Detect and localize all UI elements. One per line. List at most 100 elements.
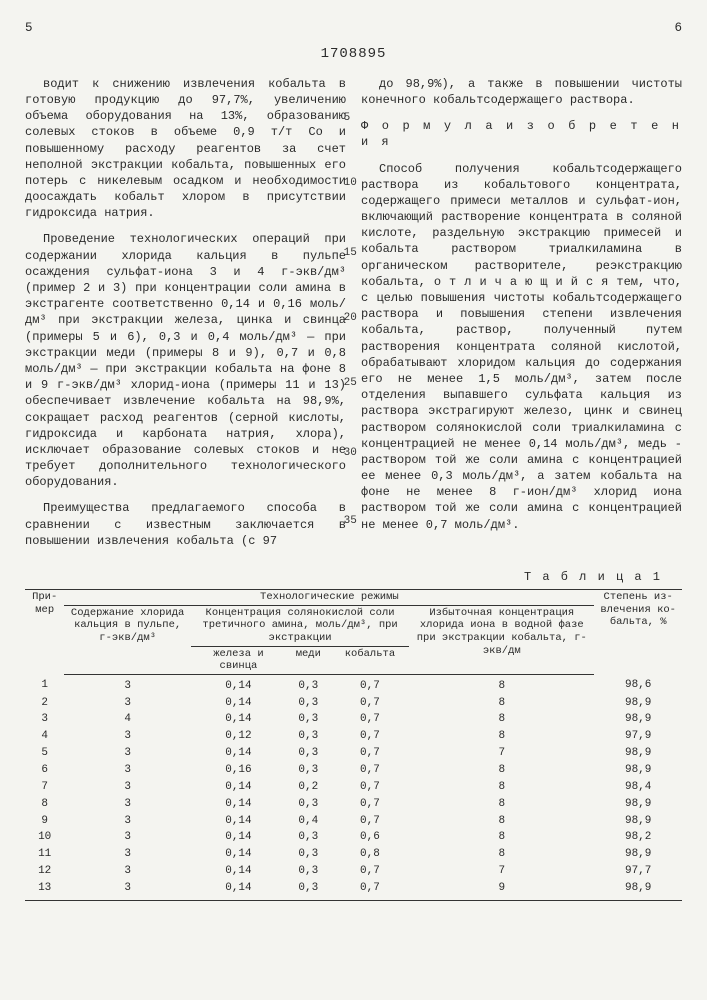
table-cell: 0,14: [191, 863, 286, 880]
table-row: 830,140,30,7898,9: [25, 796, 682, 813]
table-cell: 13: [25, 880, 64, 900]
table-cell: 11: [25, 846, 64, 863]
table-cell: 98,4: [594, 779, 682, 796]
page-left-num: 5: [25, 20, 33, 37]
table-cell: 9: [409, 880, 594, 900]
table-cell: 3: [64, 846, 191, 863]
table-cell: 0,7: [331, 745, 410, 762]
table-cell: 0,6: [331, 829, 410, 846]
table-cell: 0,7: [331, 779, 410, 796]
table-cell: 0,7: [331, 711, 410, 728]
table-row: 1230,140,30,7797,7: [25, 863, 682, 880]
left-column: водит к снижению извлечения кобальта в г…: [25, 76, 346, 559]
table-cell: 98,9: [594, 796, 682, 813]
col-header: При- мер: [25, 590, 64, 675]
table-cell: 5: [25, 745, 64, 762]
table-cell: 0,3: [286, 745, 331, 762]
table-cell: 0,7: [331, 695, 410, 712]
table-row: 340,140,30,7898,9: [25, 711, 682, 728]
table-cell: 0,16: [191, 762, 286, 779]
table-row: 1030,140,30,6898,2: [25, 829, 682, 846]
table-cell: 3: [64, 829, 191, 846]
table-cell: 0,7: [331, 674, 410, 694]
table-cell: 3: [64, 863, 191, 880]
line-marker: 30: [344, 446, 357, 461]
table-row: 230,140,30,7898,9: [25, 695, 682, 712]
table-cell: 98,9: [594, 846, 682, 863]
table-cell: 3: [64, 880, 191, 900]
table-cell: 0,7: [331, 863, 410, 880]
line-marker: 20: [344, 311, 357, 326]
table-cell: 98,2: [594, 829, 682, 846]
table-row: 930,140,40,7898,9: [25, 813, 682, 830]
line-marker: 35: [344, 514, 357, 529]
table-cell: 0,3: [286, 880, 331, 900]
data-table: При- мер Технологические режимы Сте­пень…: [25, 589, 682, 901]
table-cell: 97,9: [594, 728, 682, 745]
table-cell: 0,3: [286, 863, 331, 880]
table-cell: 98,9: [594, 762, 682, 779]
col-header: железа и свинца: [191, 646, 286, 674]
table-cell: 3: [64, 728, 191, 745]
table-cell: 3: [64, 674, 191, 694]
table-cell: 0,4: [286, 813, 331, 830]
table-cell: 0,7: [331, 728, 410, 745]
table-cell: 2: [25, 695, 64, 712]
table-cell: 0,3: [286, 674, 331, 694]
col-header: Избыточная концентра­ция хлорида иона в …: [409, 605, 594, 674]
paragraph: Способ получения кобальтсодержащего раст…: [361, 161, 682, 533]
table-cell: 12: [25, 863, 64, 880]
table-cell: 3: [64, 695, 191, 712]
table-cell: 1: [25, 674, 64, 694]
table-cell: 0,14: [191, 846, 286, 863]
table-cell: 3: [64, 813, 191, 830]
table-cell: 8: [409, 711, 594, 728]
table-cell: 8: [409, 779, 594, 796]
table-cell: 10: [25, 829, 64, 846]
table-cell: 0,3: [286, 762, 331, 779]
table-cell: 0,7: [331, 796, 410, 813]
table-cell: 8: [409, 762, 594, 779]
table-cell: 8: [409, 674, 594, 694]
table-cell: 0,7: [331, 762, 410, 779]
table-cell: 6: [25, 762, 64, 779]
line-marker: 15: [344, 246, 357, 261]
table-cell: 0,7: [331, 813, 410, 830]
table-cell: 8: [409, 829, 594, 846]
table-cell: 0,14: [191, 745, 286, 762]
col-header: кобальта: [331, 646, 410, 674]
table-cell: 8: [409, 846, 594, 863]
table-cell: 98,9: [594, 695, 682, 712]
table-cell: 98,9: [594, 813, 682, 830]
table-cell: 0,14: [191, 779, 286, 796]
table-cell: 7: [25, 779, 64, 796]
table-cell: 0,14: [191, 695, 286, 712]
table-row: 630,160,30,7898,9: [25, 762, 682, 779]
line-marker: 10: [344, 176, 357, 191]
table-cell: 0,14: [191, 796, 286, 813]
table-cell: 3: [64, 796, 191, 813]
table-cell: 8: [409, 695, 594, 712]
table-cell: 8: [25, 796, 64, 813]
table-cell: 3: [64, 762, 191, 779]
table-cell: 98,9: [594, 711, 682, 728]
table-cell: 0,12: [191, 728, 286, 745]
table-cell: 0,14: [191, 813, 286, 830]
table-cell: 0,3: [286, 846, 331, 863]
col-header-group: Концентрация солянокислой соли третичног…: [191, 605, 409, 646]
paragraph: до 98,9%), а также в повышении чистоты к…: [361, 76, 682, 108]
table-row: 730,140,20,7898,4: [25, 779, 682, 796]
table-row: 1330,140,30,7998,9: [25, 880, 682, 900]
table-cell: 0,3: [286, 728, 331, 745]
table-cell: 0,8: [331, 846, 410, 863]
col-header: Содержание хло­рида кальция в пуль­пе, г…: [64, 605, 191, 674]
table-cell: 98,9: [594, 880, 682, 900]
paragraph: водит к снижению извлечения кобальта в г…: [25, 76, 346, 222]
table-cell: 8: [409, 796, 594, 813]
table-cell: 98,6: [594, 674, 682, 694]
table-cell: 0,3: [286, 796, 331, 813]
table-cell: 4: [64, 711, 191, 728]
table-cell: 3: [64, 779, 191, 796]
table-cell: 0,14: [191, 829, 286, 846]
col-header: меди: [286, 646, 331, 674]
